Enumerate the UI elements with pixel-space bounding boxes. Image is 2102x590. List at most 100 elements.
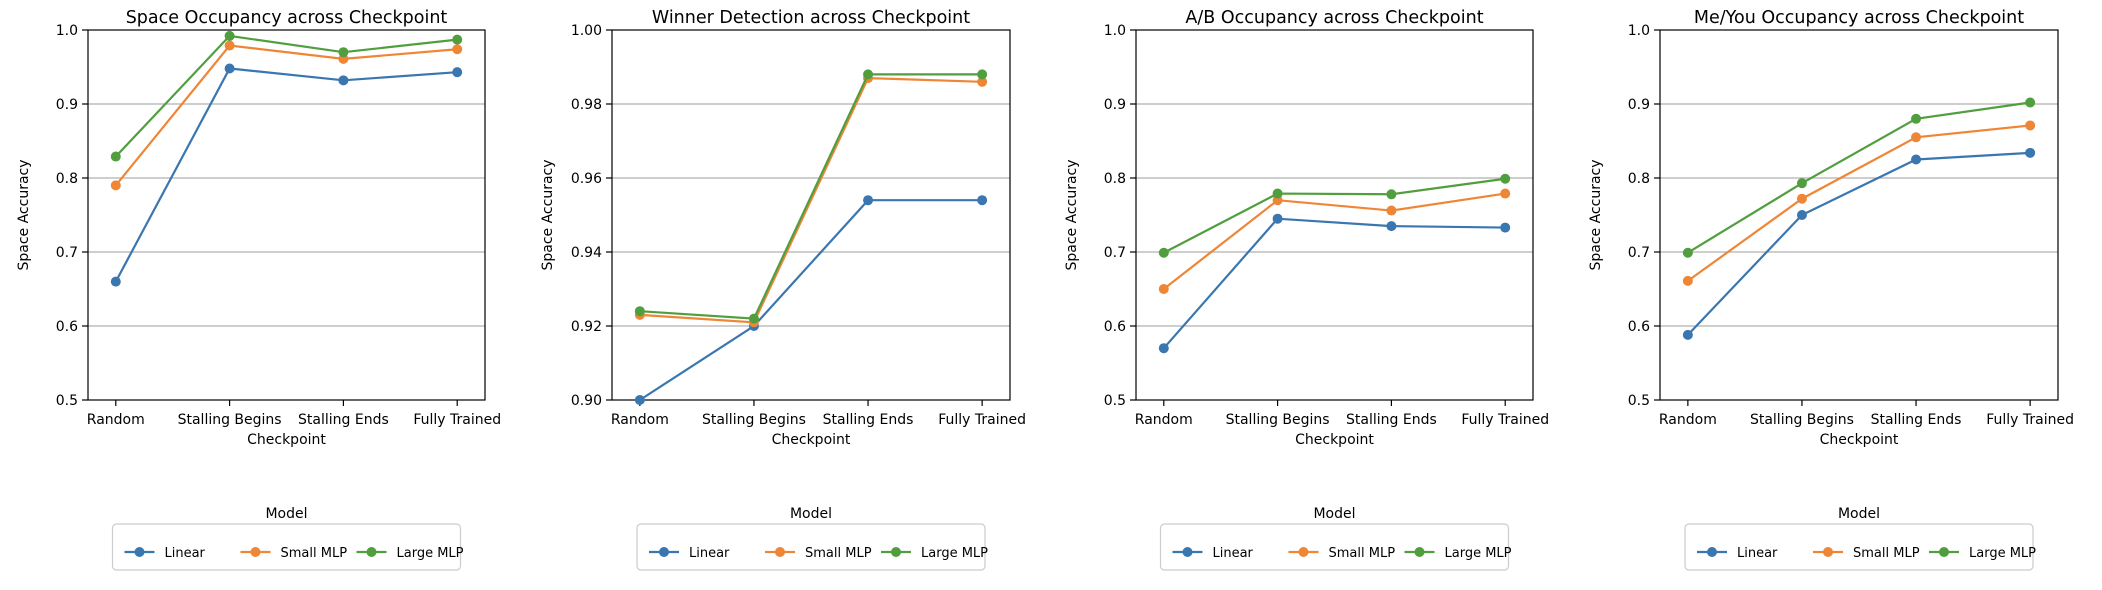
series-line-linear — [1162, 217, 1506, 349]
x-tick-label: Stalling Ends — [298, 412, 389, 428]
data-point — [634, 395, 645, 405]
x-tick-label: Random — [1135, 412, 1193, 428]
legend-marker — [134, 547, 145, 557]
plot-area-frame — [87, 29, 486, 401]
legend-title: Model — [790, 506, 832, 522]
chart-panel-4: 0.5 0.6 0.7 0.8 0.9 1.0 Random Stalling Begins S… — [1588, 8, 2074, 571]
data-point — [338, 47, 349, 58]
data-point — [1796, 210, 1807, 220]
legend-marker — [1298, 547, 1309, 557]
x-tick-label: Stalling Begins — [1226, 412, 1330, 428]
chart-title: Me/You Occupancy across Checkpoint — [1694, 8, 2024, 28]
legend-box — [636, 523, 986, 571]
legend-marker — [366, 547, 377, 557]
y-tick-label: 0.6 — [1104, 319, 1126, 335]
y-tick-label: 0.90 — [571, 393, 602, 409]
chart-panel-2: 0.90 0.92 0.94 0.96 0.98 1.00 Random Stalling B… — [540, 8, 1026, 571]
series-line-small-mlp — [114, 44, 458, 187]
y-tick-label: 0.96 — [571, 171, 602, 187]
legend-marker — [775, 547, 785, 557]
y-tick-label: 1.0 — [56, 23, 78, 39]
data-point — [224, 40, 235, 51]
y-axis-label: Space Accuracy — [540, 159, 556, 270]
data-point — [1500, 188, 1511, 199]
x-axis-label: Checkpoint — [772, 432, 851, 448]
data-point — [1796, 178, 1807, 189]
legend: Model Linear Small MLP Large MLP — [111, 506, 464, 571]
data-point — [1500, 173, 1511, 184]
x-tick-label: Fully Trained — [938, 412, 1026, 428]
x-tick-label: Stalling Ends — [1346, 412, 1437, 428]
x-tick-label: Stalling Begins — [1750, 412, 1854, 428]
x-tick-label: Fully Trained — [1986, 412, 2074, 428]
plot-area-frame — [1659, 29, 2059, 401]
data-point — [1911, 113, 1922, 124]
data-point — [1500, 222, 1511, 233]
legend-box — [1684, 523, 2034, 571]
x-tick-label: Stalling Begins — [178, 412, 282, 428]
data-point — [748, 313, 759, 324]
y-axis-label: Space Accuracy — [1064, 159, 1080, 270]
legend-marker — [1823, 547, 1833, 557]
legend-label: Large MLP — [1445, 546, 1512, 561]
y-axis-label: Space Accuracy — [1588, 159, 1604, 270]
y-tick-label: 0.9 — [1628, 97, 1650, 113]
x-tick-label: Stalling Ends — [1871, 412, 1962, 428]
legend-label: Small MLP — [1329, 546, 1396, 561]
series-line-small-mlp — [1687, 124, 2031, 282]
y-tick-label: 0.5 — [56, 393, 78, 409]
chart-panel-3: 0.5 0.6 0.7 0.8 0.9 1.0 Random Stalling Begins S… — [1064, 8, 1549, 571]
y-tick-label: 0.8 — [56, 171, 78, 187]
y-tick-label: 0.94 — [571, 245, 602, 261]
series-line-linear — [114, 67, 458, 283]
series-group — [1682, 97, 2036, 340]
data-point — [224, 30, 235, 41]
data-point — [338, 75, 349, 86]
x-axis-label: Checkpoint — [1820, 432, 1899, 448]
legend-marker — [891, 547, 901, 557]
data-point — [2025, 120, 2036, 131]
data-point — [1796, 193, 1807, 204]
legend-marker — [1414, 547, 1425, 557]
legend-title: Model — [1838, 506, 1880, 522]
x-axis-label: Checkpoint — [247, 432, 326, 448]
data-point — [1272, 188, 1283, 199]
y-tick-label: 0.6 — [56, 319, 78, 335]
series-line-large-mlp — [639, 73, 983, 320]
y-tick-label: 0.5 — [1628, 393, 1650, 409]
data-point — [224, 63, 235, 74]
series-line-small-mlp — [639, 76, 983, 324]
data-point — [110, 180, 121, 191]
x-tick-label: Fully Trained — [413, 412, 501, 428]
legend-label: Linear — [165, 546, 206, 561]
series-line-large-mlp — [1163, 177, 1506, 254]
x-tick-label: Random — [1659, 412, 1717, 428]
series-line-linear — [1687, 151, 2031, 336]
legend-label: Linear — [689, 546, 730, 561]
data-point — [634, 306, 645, 317]
y-tick-label: 1.00 — [571, 23, 602, 39]
y-tick-label: 0.9 — [56, 97, 78, 113]
series-group — [110, 30, 463, 287]
data-point — [977, 195, 988, 206]
legend-marker — [1939, 547, 1949, 557]
legend-label: Small MLP — [281, 546, 348, 561]
data-point — [1911, 132, 1922, 143]
series-group — [1158, 173, 1511, 354]
data-point — [1386, 221, 1397, 232]
legend: Model Linear Small MLP Large MLP — [1159, 506, 1512, 571]
data-point — [1682, 275, 1693, 286]
y-tick-label: 0.6 — [1628, 319, 1650, 335]
y-tick-label: 0.5 — [1104, 393, 1126, 409]
x-tick-label: Random — [87, 412, 145, 428]
data-point — [977, 76, 988, 87]
chart-title: Winner Detection across Checkpoint — [652, 8, 970, 28]
data-point — [863, 69, 874, 80]
legend-marker — [1182, 547, 1193, 557]
legend-label: Linear — [1213, 546, 1254, 561]
x-tick-label: Random — [611, 412, 669, 428]
y-tick-label: 0.7 — [1628, 245, 1650, 261]
data-point — [1682, 247, 1693, 258]
legend-label: Large MLP — [1969, 546, 2036, 561]
